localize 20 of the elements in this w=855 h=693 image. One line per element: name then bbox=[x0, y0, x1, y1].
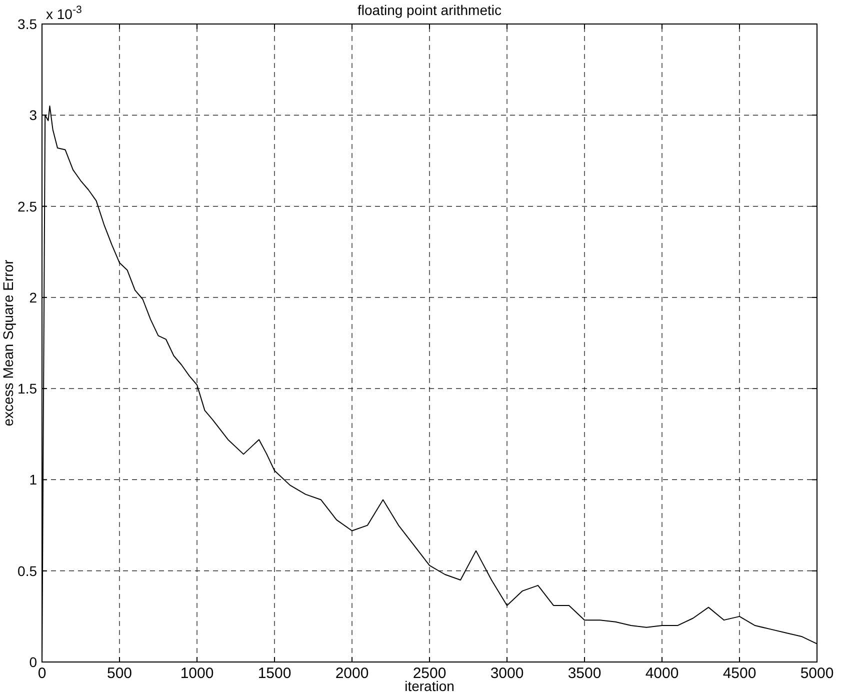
x-tick-label: 4000 bbox=[645, 665, 679, 682]
y-tick-label: 3.5 bbox=[18, 16, 38, 32]
y-axis-title: excess Mean Square Error bbox=[0, 259, 16, 426]
x-tick-label: 2000 bbox=[335, 665, 369, 682]
y-tick-label: 0.5 bbox=[18, 562, 38, 579]
chart-title: floating point arithmetic bbox=[358, 2, 502, 18]
x-tick-label: 4500 bbox=[722, 665, 756, 682]
y-tick-label: 1 bbox=[29, 472, 38, 488]
y-tick-label: 3 bbox=[29, 107, 38, 124]
x-tick-label: 1500 bbox=[258, 665, 292, 682]
text: x 10$^{-3}$ bbox=[46, 4, 82, 22]
y-tick-label: 1.5 bbox=[18, 380, 38, 397]
y-tick-label: 2 bbox=[29, 289, 38, 306]
x-tick-label: 3000 bbox=[490, 665, 524, 682]
x-tick-label: 5000 bbox=[800, 665, 834, 682]
x-tick-label: 1000 bbox=[180, 665, 214, 682]
y-tick-label: 2.5 bbox=[18, 198, 38, 214]
x-tick-label: 500 bbox=[106, 665, 132, 682]
x-tick-label: 3500 bbox=[568, 665, 602, 682]
y-tick-label: 0 bbox=[29, 654, 38, 670]
